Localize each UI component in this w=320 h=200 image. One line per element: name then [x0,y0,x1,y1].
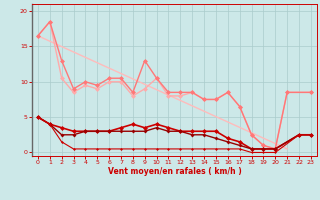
X-axis label: Vent moyen/en rafales ( km/h ): Vent moyen/en rafales ( km/h ) [108,167,241,176]
